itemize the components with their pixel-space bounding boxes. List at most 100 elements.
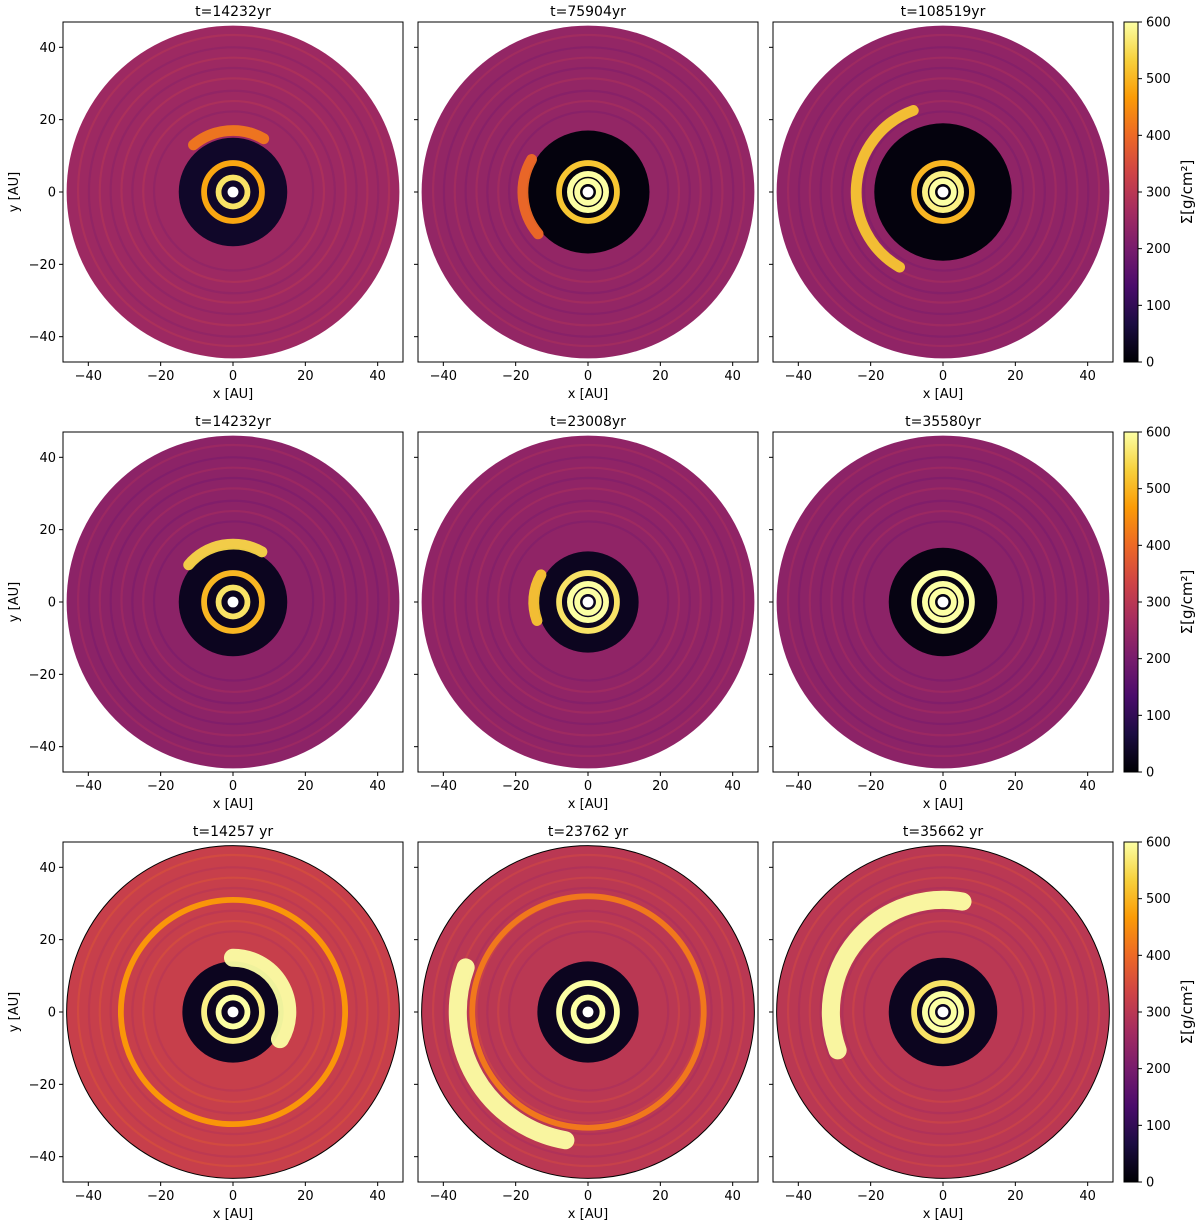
colorbar-tick-label: 200 bbox=[1146, 652, 1171, 667]
colorbar-tick-label: 200 bbox=[1146, 242, 1171, 257]
texture-ring bbox=[109, 886, 358, 1136]
texture-ring bbox=[442, 866, 735, 1158]
panel-2-0: −40 −20 0 20 40 −40 −20 0 20 40 t=14257 yr x [AU] y … bbox=[7, 824, 404, 1222]
texture-ring bbox=[507, 930, 670, 1092]
x-tick-label: 40 bbox=[369, 369, 386, 384]
x-tick-label: 0 bbox=[584, 779, 592, 794]
texture-ring bbox=[76, 853, 391, 1168]
bright-ring bbox=[117, 896, 349, 1128]
y-tick-label: 0 bbox=[48, 596, 56, 611]
disk-texture bbox=[76, 33, 391, 348]
y-tick-label: −20 bbox=[29, 668, 56, 683]
panel-2-2: −40 −20 0 20 40 t=35662 yr x [AU] bbox=[769, 824, 1114, 1222]
texture-ring bbox=[819, 66, 1068, 316]
y-tick-label: −20 bbox=[29, 1078, 56, 1093]
x-tick-label: 40 bbox=[1079, 779, 1096, 794]
texture-ring bbox=[464, 476, 713, 726]
x-tick-label: 0 bbox=[229, 779, 237, 794]
panel-0-0: −40 −20 0 20 40 −40 −20 0 20 40 t=14232yr x [AU] y [… bbox=[7, 4, 404, 402]
central-hole bbox=[937, 186, 949, 198]
y-tick-label: 20 bbox=[39, 933, 56, 948]
colorbar-tick-label: 300 bbox=[1146, 1006, 1171, 1021]
central-hole bbox=[582, 186, 594, 198]
bright-ring bbox=[911, 570, 975, 634]
central-hole bbox=[937, 596, 949, 608]
bright-ring bbox=[215, 174, 251, 210]
x-tick-label: −40 bbox=[430, 369, 457, 384]
colorbar-label: Σ[g/cm²] bbox=[1178, 570, 1196, 635]
central-hole bbox=[582, 1006, 594, 1018]
colorbar-tick-label: 0 bbox=[1146, 356, 1154, 371]
colorbar-tick-label: 500 bbox=[1146, 72, 1171, 87]
x-tick-label: 20 bbox=[1007, 1189, 1024, 1204]
texture-ring bbox=[808, 466, 1079, 737]
colorbar-tick-label: 100 bbox=[1146, 709, 1171, 724]
texture-ring bbox=[131, 499, 336, 705]
texture-ring bbox=[109, 476, 358, 726]
y-tick-label: 40 bbox=[39, 41, 56, 56]
panel-0-1: −40 −20 0 20 40 t=75904yr x [AU] bbox=[414, 4, 759, 402]
colorbar-label: Σ[g/cm²] bbox=[1178, 160, 1196, 225]
texture-ring bbox=[786, 443, 1101, 758]
vortex-arc bbox=[183, 538, 268, 571]
x-tick-label: −40 bbox=[75, 369, 102, 384]
x-tick-label: −40 bbox=[430, 779, 457, 794]
x-tick-label: −40 bbox=[75, 1189, 102, 1204]
x-tick-label: 40 bbox=[1079, 1189, 1096, 1204]
vortex-arc bbox=[528, 569, 547, 626]
y-tick-label: 40 bbox=[39, 451, 56, 466]
panel-title: t=14232yr bbox=[195, 4, 271, 20]
y-tick-label: −20 bbox=[29, 258, 56, 273]
x-tick-label: −20 bbox=[147, 1189, 174, 1204]
colorbar-0: 0 100 200 300 400 500 600 Σ[g/cm²] bbox=[1123, 16, 1196, 371]
x-tick-label: 40 bbox=[724, 369, 741, 384]
texture-ring bbox=[442, 456, 735, 748]
vortex-arc bbox=[448, 958, 575, 1150]
x-tick-label: 20 bbox=[652, 369, 669, 384]
panel-title: t=14232yr bbox=[195, 414, 271, 430]
x-tick-label: 0 bbox=[584, 369, 592, 384]
y-tick-label: 0 bbox=[48, 186, 56, 201]
x-tick-label: 20 bbox=[652, 779, 669, 794]
vortex-arc bbox=[188, 125, 270, 151]
colorbar-tick-label: 600 bbox=[1146, 426, 1171, 441]
panel-1-0: −40 −20 0 20 40 −40 −20 0 20 40 t=14232yr x [AU] y [… bbox=[7, 414, 404, 812]
texture-ring bbox=[830, 77, 1057, 304]
texture-ring bbox=[830, 487, 1057, 714]
x-axis-label: x [AU] bbox=[568, 1207, 608, 1222]
x-tick-label: 20 bbox=[652, 1189, 669, 1204]
bright-ring bbox=[922, 991, 964, 1033]
texture-ring bbox=[142, 509, 326, 694]
y-tick-label: 20 bbox=[39, 523, 56, 538]
colorbar-tick-label: 100 bbox=[1146, 1119, 1171, 1134]
y-tick-label: 0 bbox=[48, 1006, 56, 1021]
central-hole bbox=[582, 596, 594, 608]
texture-ring bbox=[142, 99, 326, 284]
texture-ring bbox=[819, 476, 1068, 726]
x-tick-label: 0 bbox=[939, 1189, 947, 1204]
panel-title: t=75904yr bbox=[550, 4, 626, 20]
panel-title: t=108519yr bbox=[901, 4, 986, 20]
x-tick-label: 40 bbox=[1079, 369, 1096, 384]
x-tick-label: −40 bbox=[785, 1189, 812, 1204]
x-axis-label: x [AU] bbox=[213, 387, 253, 402]
colorbar-tick-label: 500 bbox=[1146, 892, 1171, 907]
x-tick-label: 20 bbox=[1007, 779, 1024, 794]
x-tick-label: −20 bbox=[147, 779, 174, 794]
vortex-arc bbox=[821, 890, 972, 1060]
texture-ring bbox=[497, 99, 681, 284]
x-tick-label: 0 bbox=[229, 369, 237, 384]
panel-title: t=23762 yr bbox=[548, 824, 628, 840]
texture-ring bbox=[152, 110, 315, 272]
panel-1-2: −40 −20 0 20 40 t=35580yr x [AU] bbox=[769, 414, 1114, 812]
colorbar-tick-label: 300 bbox=[1146, 186, 1171, 201]
texture-ring bbox=[475, 77, 702, 304]
x-tick-label: 0 bbox=[939, 369, 947, 384]
x-tick-label: −20 bbox=[857, 369, 884, 384]
colorbar-tick-label: 400 bbox=[1146, 539, 1171, 554]
colorbar-gradient bbox=[1123, 431, 1139, 773]
x-tick-label: 40 bbox=[724, 779, 741, 794]
texture-ring bbox=[486, 499, 691, 705]
disk-texture bbox=[786, 33, 1101, 348]
x-tick-label: −40 bbox=[785, 369, 812, 384]
